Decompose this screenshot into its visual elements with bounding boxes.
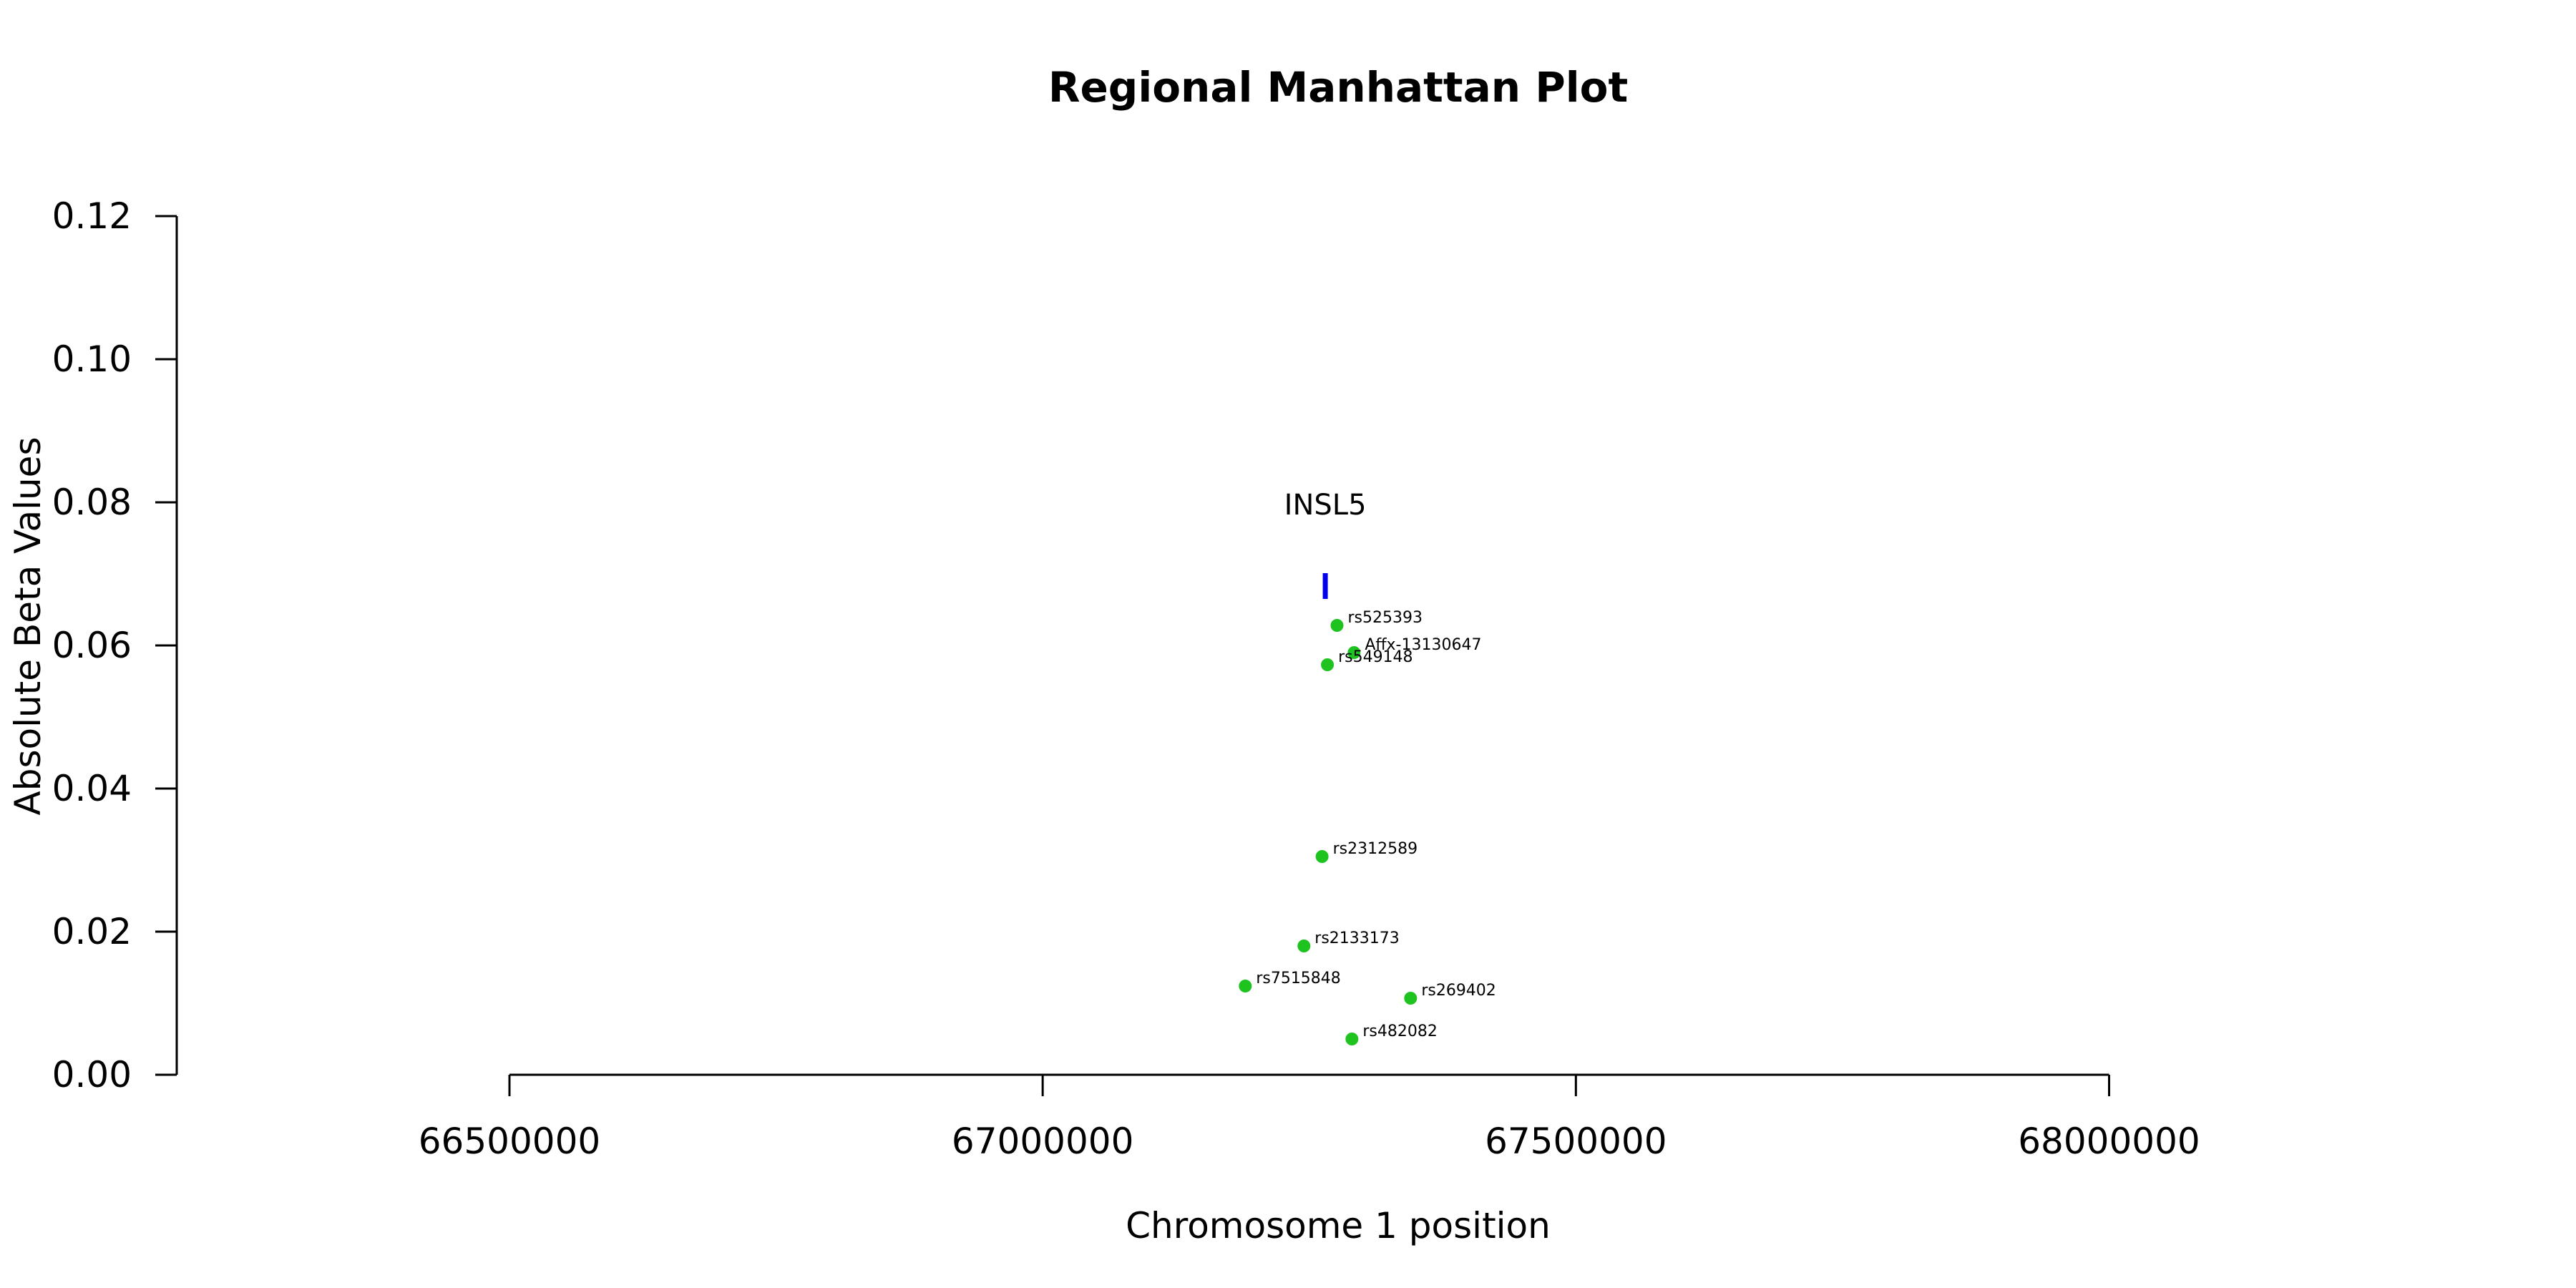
x-tick-label: 68000000 [2018,1121,2200,1162]
gene-track: INSL5 [1284,489,1367,599]
snp-point [1321,658,1335,671]
snp-point [1239,980,1252,992]
x-axis: 66500000 67000000 67500000 68000000 [419,1073,2200,1162]
gene-label: INSL5 [1284,489,1367,522]
y-tick-label: 0.04 [52,768,132,809]
snp-point [1347,646,1361,659]
gene-bar [1322,573,1328,599]
snp-point [1315,850,1329,863]
y-tick-label: 0.02 [52,911,132,952]
y-tick-label: 0.08 [52,482,132,523]
snp-point [1404,992,1418,1005]
x-tick-label: 66500000 [419,1121,601,1162]
snp-label: rs2312589 [1333,840,1418,858]
snp-label: Affx-13130647 [1365,636,1481,654]
snp-label: rs482082 [1362,1023,1438,1040]
snp-label: rs525393 [1347,609,1423,627]
x-tick-label: 67000000 [952,1121,1134,1162]
snp-point [1330,619,1344,632]
snp-label: rs2133173 [1314,930,1400,947]
y-axis: 0.00 0.02 0.04 0.06 0.08 0.10 0.12 [52,195,178,1096]
y-tick-label: 0.10 [52,338,132,380]
x-axis-label: Chromosome 1 position [1126,1205,1551,1246]
chart-title: Regional Manhattan Plot [1048,63,1628,112]
y-tick-label: 0.06 [52,625,132,666]
y-axis-label: Absolute Beta Values [7,437,49,816]
snp-label: rs7515848 [1256,970,1341,987]
x-tick-label: 67500000 [1485,1121,1667,1162]
snp-point [1297,940,1311,952]
snp-point [1345,1033,1359,1045]
y-tick-label: 0.12 [52,195,132,237]
snp-label: rs269402 [1421,982,1496,1000]
snp-label: rs549148 [1338,648,1413,666]
y-tick-label: 0.00 [52,1054,132,1096]
